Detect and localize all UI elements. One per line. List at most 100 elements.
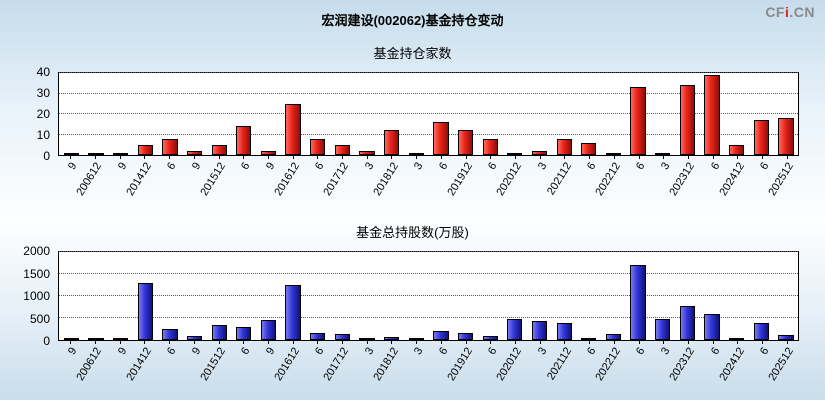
gridline bbox=[59, 113, 798, 114]
bar bbox=[482, 336, 498, 340]
x-tick-label: 6 bbox=[708, 160, 722, 173]
x-tick-label: 6 bbox=[165, 345, 179, 358]
x-tick: 9 bbox=[107, 156, 132, 204]
x-tick: 202412 bbox=[717, 156, 750, 204]
bar bbox=[753, 323, 769, 340]
y-tick-label: 500 bbox=[29, 311, 50, 326]
x-tick: 201812 bbox=[371, 156, 404, 204]
bar-slot bbox=[256, 252, 281, 340]
bar-slot bbox=[207, 73, 232, 155]
x-tick: 202112 bbox=[545, 341, 577, 389]
bar-slot bbox=[59, 73, 84, 155]
bar bbox=[359, 338, 375, 340]
bar bbox=[556, 138, 572, 155]
logo-part-cf: CF bbox=[765, 4, 785, 20]
bar-slot bbox=[59, 252, 84, 340]
bar-slot bbox=[478, 252, 503, 340]
x-tick: 6 bbox=[478, 341, 503, 389]
bar bbox=[162, 329, 178, 340]
bar-slot bbox=[700, 73, 725, 155]
x-tick-label: 6 bbox=[634, 160, 648, 173]
plot-area bbox=[58, 251, 799, 341]
bar bbox=[728, 144, 745, 155]
bar bbox=[310, 333, 326, 340]
bar-slot bbox=[552, 252, 577, 340]
bar-slot bbox=[749, 73, 774, 155]
bar bbox=[88, 152, 104, 155]
bar bbox=[334, 333, 350, 340]
total-shares-chart: 基金总持股数(万股) 0 500 1000 1500 2000 9 200612 9 2014… bbox=[0, 222, 825, 389]
x-tick: 6 bbox=[478, 156, 503, 204]
bar bbox=[531, 320, 548, 340]
bar bbox=[778, 118, 794, 155]
bar bbox=[655, 152, 671, 155]
bar bbox=[112, 338, 129, 340]
y-tick-label: 20 bbox=[36, 107, 50, 121]
x-tick: 6 bbox=[626, 156, 651, 204]
x-tick-label: 6 bbox=[486, 160, 500, 173]
bar-slot bbox=[108, 73, 133, 155]
bar-slot bbox=[527, 252, 552, 340]
x-tick: 201912 bbox=[445, 341, 478, 389]
bar-slot bbox=[774, 252, 799, 340]
bar-slot bbox=[281, 252, 306, 340]
bar bbox=[704, 313, 720, 340]
bar bbox=[457, 130, 474, 155]
x-tick: 3 bbox=[527, 341, 552, 389]
bar bbox=[679, 85, 695, 155]
x-tick-label: 6 bbox=[313, 160, 327, 173]
x-tick-label: 9 bbox=[263, 160, 278, 173]
bar bbox=[384, 130, 400, 155]
bar bbox=[186, 150, 203, 155]
chart-title-funds-count: 基金持仓家数 bbox=[373, 46, 452, 61]
x-tick: 3 bbox=[651, 341, 676, 389]
bar-slot bbox=[601, 252, 626, 340]
bar bbox=[753, 120, 769, 155]
bar-slot bbox=[429, 252, 454, 340]
bar-slot bbox=[650, 252, 675, 340]
x-tick: 201412 bbox=[124, 341, 157, 389]
bar-slot bbox=[231, 252, 256, 340]
bar-slot bbox=[305, 252, 330, 340]
x-tick-label: 3 bbox=[535, 160, 550, 173]
x-tick-label: 6 bbox=[486, 345, 500, 358]
x-tick: 201812 bbox=[371, 341, 404, 389]
logo-part-cn: .CN bbox=[789, 4, 815, 20]
x-tick: 200612 bbox=[75, 156, 108, 204]
x-tick: 201512 bbox=[198, 341, 231, 389]
bar bbox=[88, 338, 104, 340]
bar-slot bbox=[700, 252, 725, 340]
bar bbox=[211, 144, 227, 155]
bar bbox=[285, 103, 301, 155]
x-tick: 6 bbox=[700, 341, 725, 389]
bar bbox=[260, 319, 277, 340]
bar-slot bbox=[379, 73, 404, 155]
bar bbox=[433, 331, 449, 340]
x-tick-label: 9 bbox=[189, 160, 204, 173]
x-tick: 200612 bbox=[75, 341, 108, 389]
y-axis: 0 500 1000 1500 2000 bbox=[0, 245, 58, 347]
x-tick: 6 bbox=[577, 156, 602, 204]
x-tick-label: 6 bbox=[585, 345, 599, 358]
x-tick: 6 bbox=[231, 341, 256, 389]
x-tick: 6 bbox=[429, 156, 454, 204]
bar-slot bbox=[355, 252, 380, 340]
bar-slot bbox=[503, 73, 528, 155]
bar bbox=[211, 324, 227, 340]
bar-slot bbox=[724, 252, 749, 340]
x-tick-label: 6 bbox=[634, 345, 648, 358]
bar-slot bbox=[133, 73, 158, 155]
x-tick: 6 bbox=[305, 341, 330, 389]
x-tick: 6 bbox=[750, 156, 775, 204]
bar-slot bbox=[429, 73, 454, 155]
bar-slot bbox=[478, 73, 503, 155]
axis-spacer bbox=[0, 156, 58, 204]
x-tick: 201712 bbox=[322, 341, 355, 389]
bar-slot bbox=[355, 73, 380, 155]
bar bbox=[408, 152, 424, 155]
bar-slot bbox=[158, 73, 183, 155]
y-tick-label: 30 bbox=[36, 86, 50, 100]
bar-slot bbox=[601, 73, 626, 155]
funds-count-chart: 基金持仓家数 0 10 20 30 40 9 200612 9 201412 6 9 201512 6… bbox=[0, 43, 825, 204]
x-tick-label: 6 bbox=[708, 345, 722, 358]
